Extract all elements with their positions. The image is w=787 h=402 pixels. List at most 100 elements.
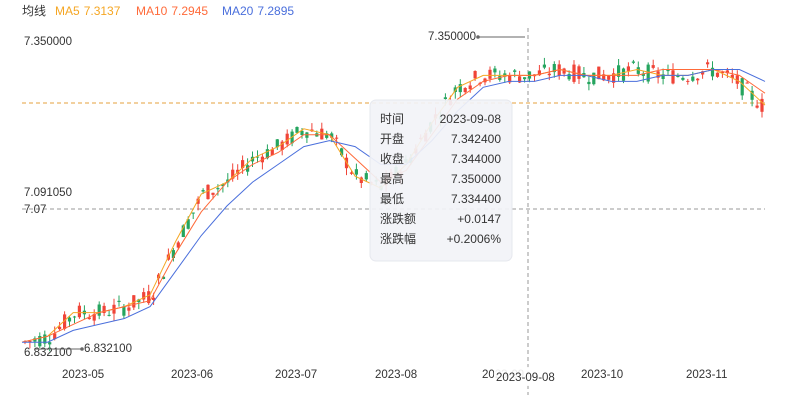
candle-down bbox=[542, 64, 546, 68]
candle-down bbox=[275, 139, 279, 148]
crosshair-date-box: 2023-09-08 bbox=[494, 367, 564, 386]
candle-down bbox=[330, 133, 334, 138]
candle-up bbox=[359, 177, 363, 183]
x-label-2023-06: 2023-06 bbox=[171, 369, 213, 381]
candle-down bbox=[710, 67, 715, 77]
candle-up bbox=[730, 74, 734, 78]
candle-up bbox=[612, 73, 616, 83]
candle-down bbox=[191, 212, 195, 214]
candle-up bbox=[211, 192, 215, 195]
y-label-min: 6.832100 bbox=[24, 347, 72, 359]
candle-up bbox=[686, 80, 690, 82]
candle-up bbox=[63, 314, 67, 329]
candle-up bbox=[147, 291, 151, 304]
candle-up bbox=[280, 141, 284, 150]
candle-down bbox=[48, 342, 52, 345]
candle-up bbox=[206, 184, 210, 200]
x-label-2023-08: 2023-08 bbox=[375, 369, 417, 381]
legend-ma5[interactable]: MA5 7.3137 bbox=[55, 4, 121, 18]
y-label-max: 7.350000 bbox=[24, 36, 72, 48]
candle-up bbox=[241, 160, 245, 168]
tooltip-value: +0.2006% bbox=[447, 232, 502, 246]
candle-down bbox=[117, 300, 121, 302]
candle-down bbox=[681, 77, 685, 80]
candle-up bbox=[651, 65, 655, 68]
legend-ma20[interactable]: MA20 7.2895 bbox=[222, 4, 294, 18]
candle-up bbox=[270, 149, 274, 156]
candle-up bbox=[132, 295, 136, 308]
candle-down bbox=[641, 73, 645, 76]
candle-down bbox=[691, 76, 695, 81]
candle-up bbox=[53, 333, 57, 340]
tooltip-background bbox=[369, 99, 513, 262]
candle-down bbox=[364, 173, 368, 180]
candle-up bbox=[58, 326, 62, 330]
candle-up bbox=[715, 72, 720, 77]
tooltip-label: 最高 bbox=[380, 171, 404, 186]
candle-down bbox=[181, 225, 185, 237]
candle-up bbox=[102, 305, 106, 313]
min-marker-label: 6.832100 bbox=[84, 343, 132, 355]
candle-up bbox=[483, 78, 487, 83]
candle-up bbox=[755, 105, 759, 108]
tooltip-value: 7.350000 bbox=[451, 172, 501, 186]
candle-down bbox=[661, 74, 665, 79]
candle-down bbox=[300, 130, 304, 135]
candle-up bbox=[463, 88, 467, 93]
candle-down bbox=[523, 77, 527, 80]
legend-ma10[interactable]: MA10 7.2945 bbox=[136, 4, 208, 18]
candle-down bbox=[340, 148, 344, 156]
candle-up bbox=[285, 133, 289, 145]
tooltip-label: 涨跌额 bbox=[380, 211, 416, 226]
candle-up bbox=[92, 314, 96, 321]
candle-down bbox=[740, 78, 744, 96]
candle-up bbox=[196, 198, 200, 204]
candle-up bbox=[127, 307, 131, 311]
legend-title: 均线 bbox=[22, 4, 46, 18]
candle-up bbox=[488, 69, 492, 79]
candle-down bbox=[97, 304, 101, 316]
candle-down bbox=[636, 67, 640, 74]
candle-up bbox=[537, 70, 541, 76]
x-label-2023-10: 2023-10 bbox=[581, 369, 623, 381]
candle-down bbox=[67, 317, 72, 322]
candle-down bbox=[295, 127, 299, 133]
candle-down bbox=[216, 188, 220, 190]
crosshair-date-label: 2023-09-08 bbox=[496, 372, 555, 384]
candle-up bbox=[508, 75, 512, 83]
candle-down bbox=[161, 276, 166, 279]
candle-up bbox=[142, 292, 146, 300]
candle-up bbox=[671, 70, 675, 84]
candle-up bbox=[176, 242, 180, 248]
candle-up bbox=[572, 64, 576, 82]
candle-down bbox=[750, 90, 754, 100]
candle-up bbox=[547, 73, 551, 76]
y-label-mid: 7.091050 bbox=[24, 187, 72, 199]
candle-down bbox=[458, 84, 462, 93]
candle-down bbox=[443, 97, 447, 99]
max-marker: 7.350000 bbox=[428, 31, 525, 43]
candle-down bbox=[255, 156, 260, 158]
candle-up bbox=[577, 66, 581, 79]
candle-down bbox=[107, 314, 111, 316]
x-axis: 2023-05 2023-06 2023-07 2023-08 2023-09 … bbox=[62, 369, 727, 381]
candle-down bbox=[493, 68, 497, 73]
candle-down bbox=[43, 334, 47, 344]
candle-down bbox=[186, 219, 190, 229]
tooltip-value: 7.344000 bbox=[451, 152, 501, 166]
tooltip-value: 2023-09-08 bbox=[440, 112, 502, 126]
candle-down bbox=[621, 68, 626, 81]
x-label-2023-05: 2023-05 bbox=[62, 369, 104, 381]
candle-down bbox=[122, 306, 126, 316]
tooltip-label: 时间 bbox=[380, 112, 404, 126]
candle-up bbox=[320, 128, 324, 140]
candle-down bbox=[137, 299, 141, 303]
tooltip-value: 7.334400 bbox=[451, 192, 501, 206]
candle-up bbox=[468, 85, 472, 90]
candle-up bbox=[735, 75, 739, 84]
candle-up bbox=[720, 72, 724, 73]
candle-up bbox=[28, 340, 32, 342]
crosshair-y-label: 7.07 bbox=[24, 204, 46, 216]
candle-up bbox=[87, 317, 91, 320]
